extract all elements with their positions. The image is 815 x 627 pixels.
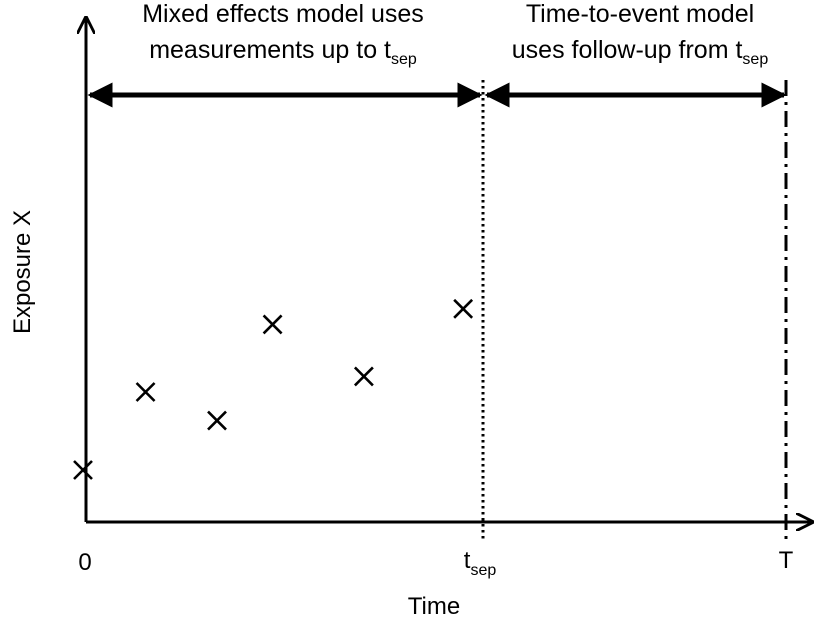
measurement-marker-5 (353, 366, 374, 387)
right-annotation-line2-base: uses follow-up from t (512, 36, 743, 64)
tick-label-tsep-sub: sep (470, 562, 496, 579)
right-annotation-line2-sub: sep (742, 51, 768, 68)
measurement-marker-2 (135, 382, 156, 402)
left-annotation-line2-base: measurements up to t (149, 36, 391, 64)
tick-label-tsep-base: t (464, 547, 471, 574)
tick-label-T: T (779, 547, 794, 574)
left-annotation-line2-sub: sep (391, 51, 417, 68)
right-annotation-line1: Time-to-event model (526, 0, 754, 28)
tick-label-tsep: tsep (464, 547, 497, 579)
right-annotation-line2: uses follow-up from tsep (512, 36, 769, 68)
tick-label-zero: 0 (78, 549, 91, 576)
x-axis-label: Time (408, 593, 460, 620)
left-annotation-line2: measurements up to tsep (149, 36, 417, 68)
measurement-marker-4 (262, 314, 283, 335)
measurement-marker-1 (73, 460, 93, 480)
left-annotation-line1: Mixed effects model uses (142, 0, 424, 28)
y-axis-label: Exposure X (9, 210, 36, 334)
measurement-marker-3 (207, 410, 227, 431)
measurement-markers (73, 298, 474, 480)
measurement-marker-6 (453, 298, 474, 319)
